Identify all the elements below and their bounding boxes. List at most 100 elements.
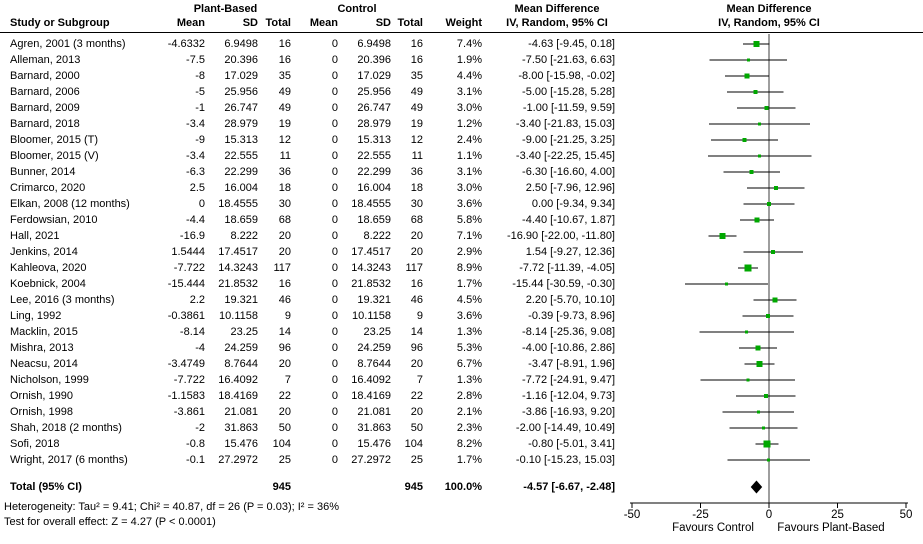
pb-mean-cell: -4 (195, 342, 205, 354)
axis-tick-label: 0 (766, 509, 772, 521)
pb-total-cell: 19 (278, 118, 291, 130)
weight-cell: 1.3% (456, 374, 482, 386)
pb-sd-cell: 18.4555 (218, 198, 258, 210)
c-mean-cell: 0 (331, 70, 338, 82)
table-row: Neacsu, 2014 -3.4749 8.7644 20 0 8.7644 20 6.7%… (0, 356, 617, 372)
weight-cell: 1.7% (456, 454, 482, 466)
study-name: Elkan, 2008 (12 months) (10, 198, 130, 210)
effect-marker (719, 233, 726, 239)
c-sd-cell: 8.222 (363, 230, 391, 242)
pb-total-cell: 22 (278, 390, 291, 402)
effect-marker (767, 458, 771, 462)
pb-mean-cell: -5 (195, 86, 205, 98)
pb-sd-cell: 22.555 (224, 150, 258, 162)
study-name: Barnard, 2009 (10, 102, 80, 114)
c-total-cell: 117 (405, 262, 423, 274)
ci-cell: 1.54 [-9.27, 12.36] (525, 246, 615, 258)
axis-tick-label: 50 (900, 509, 913, 521)
study-name: Crimarco, 2020 (10, 182, 86, 194)
c-total-cell: 20 (410, 246, 423, 258)
pb-mean-cell: -0.8 (186, 438, 205, 450)
pb-total-cell: 20 (278, 230, 291, 242)
effect-marker (746, 378, 750, 382)
heterogeneity-text: Heterogeneity: Tau² = 9.41; Chi² = 40.87… (4, 501, 339, 513)
weight-cell: 8.9% (456, 262, 482, 274)
pb-total-cell: 16 (278, 54, 291, 66)
c-sd-cell: 23.25 (363, 326, 391, 338)
c-total-cell: 25 (410, 454, 423, 466)
c-sd-cell: 15.476 (357, 438, 391, 450)
pb-mean-cell: -4.6332 (167, 38, 205, 50)
effect-marker (753, 41, 760, 47)
total-pb-n: 945 (272, 481, 291, 493)
pb-total-cell: 49 (278, 86, 291, 98)
pb-total-cell: 11 (279, 150, 291, 162)
pb-sd-cell: 25.956 (224, 86, 258, 98)
study-name: Ferdowsian, 2010 (10, 214, 98, 226)
c-total-cell: 20 (410, 406, 423, 418)
pb-sd-cell: 16.4092 (218, 374, 258, 386)
c-sd-cell: 25.956 (357, 86, 391, 98)
c-sd-cell: 28.979 (357, 118, 391, 130)
c-mean-cell: 0 (331, 198, 338, 210)
weight-cell: 2.8% (456, 390, 482, 402)
pb-mean-cell: -1 (195, 102, 205, 114)
pb-mean-cell: -16.9 (179, 230, 205, 242)
study-name: Ornish, 1998 (10, 406, 73, 418)
weight-cell: 3.6% (456, 198, 482, 210)
ci-cell: -4.00 [-10.86, 2.86] (522, 342, 615, 354)
effect-marker (765, 314, 770, 318)
effect-marker (772, 297, 778, 303)
c-sd-cell: 6.9498 (357, 38, 391, 50)
pb-mean-cell: -0.3861 (167, 310, 205, 322)
study-name: Barnard, 2000 (10, 70, 80, 82)
weight-cell: 4.5% (456, 294, 482, 306)
c-mean-cell: 0 (331, 102, 338, 114)
c-mean-cell: 0 (331, 454, 338, 466)
pb-total-cell: 104 (272, 438, 291, 450)
pb-mean-cell: 2.2 (189, 294, 205, 306)
weight-cell: 8.2% (456, 438, 482, 450)
pb-total-cell: 46 (278, 294, 291, 306)
study-name: Bunner, 2014 (10, 166, 76, 178)
effect-marker (725, 282, 729, 286)
pb-sd-cell: 28.979 (224, 118, 258, 130)
ci-cell: -3.40 [-22.25, 15.45] (515, 150, 615, 162)
effect-marker (753, 90, 758, 94)
table-row: Alleman, 2013 -7.5 20.396 16 0 20.396 16 1.9% -7… (0, 52, 617, 68)
c-mean-cell: 0 (331, 230, 338, 242)
table-row: Ornish, 1998 -3.861 21.081 20 0 21.081 20 2.1% -… (0, 404, 617, 420)
study-name: Jenkins, 2014 (10, 246, 78, 258)
ci-cell: -0.39 [-9.73, 8.96] (528, 310, 615, 322)
column-header-c-mean: Mean (309, 17, 338, 29)
pb-total-cell: 20 (278, 358, 291, 370)
c-total-cell: 7 (416, 374, 423, 386)
total-ci: -4.57 [-6.67, -2.48] (523, 481, 615, 493)
pb-sd-cell: 26.747 (224, 102, 258, 114)
c-mean-cell: 0 (331, 134, 338, 146)
c-total-cell: 16 (410, 38, 423, 50)
ci-cell: -5.00 [-15.28, 5.28] (522, 86, 615, 98)
axis-tick-label: 25 (831, 509, 844, 521)
pb-sd-cell: 23.25 (230, 326, 258, 338)
study-name: Lee, 2016 (3 months) (10, 294, 115, 306)
study-name: Ling, 1992 (10, 310, 62, 322)
total-weight: 100.0% (444, 481, 482, 493)
pb-mean-cell: -15.444 (167, 278, 205, 290)
ci-cell: -8.00 [-15.98, -0.02] (518, 70, 615, 82)
c-total-cell: 14 (410, 326, 423, 338)
pb-mean-cell: -0.1 (186, 454, 205, 466)
c-sd-cell: 16.004 (357, 182, 391, 194)
pb-sd-cell: 15.313 (224, 134, 258, 146)
column-header-c-sd: SD (375, 17, 391, 29)
table-row: Hall, 2021 -16.9 8.222 20 0 8.222 20 7.1% -16.90… (0, 228, 617, 244)
effect-marker (764, 106, 769, 110)
column-header-pb-mean: Mean (176, 17, 205, 29)
c-total-cell: 11 (411, 150, 423, 162)
ci-cell: -15.44 [-30.59, -0.30] (512, 278, 615, 290)
pb-mean-cell: -8.14 (179, 326, 205, 338)
c-mean-cell: 0 (331, 278, 338, 290)
effect-marker (756, 410, 760, 414)
pb-mean-cell: -3.861 (173, 406, 205, 418)
pb-total-cell: 96 (278, 342, 291, 354)
